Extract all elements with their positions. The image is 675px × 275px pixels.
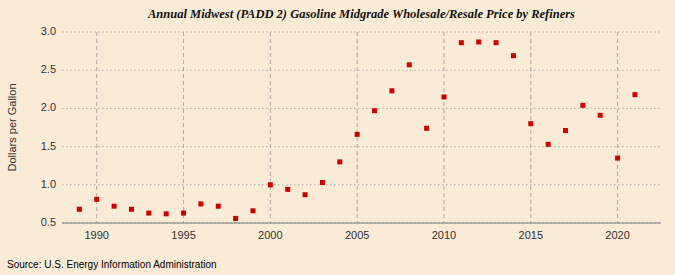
x-tick-label: 2000: [258, 229, 282, 241]
point: [598, 113, 603, 118]
y-tick-label: 0.5: [41, 216, 56, 228]
point: [285, 187, 290, 192]
x-tick-label: 1995: [171, 229, 195, 241]
x-grid-line: [617, 32, 618, 223]
point: [511, 53, 516, 58]
y-grid-line: [62, 223, 661, 224]
point: [407, 62, 412, 67]
point: [632, 92, 637, 97]
x-axis-line: [62, 223, 661, 224]
point: [546, 142, 551, 147]
chart: 0.5 1.0 1.5 2.0 2.5 3.0 1990 1995 2000 2005 2010 20…: [0, 0, 675, 275]
x-grid-line: [270, 32, 271, 223]
y-tick-label: 1.0: [41, 178, 56, 190]
y-tick-label: 2.5: [41, 63, 56, 75]
source-note: Source: U.S. Energy Information Administ…: [7, 259, 217, 270]
point: [233, 216, 238, 221]
point: [129, 207, 134, 212]
point: [441, 94, 446, 99]
x-tick-label: 1990: [84, 229, 108, 241]
point: [164, 211, 169, 216]
y-tick-label: 2.0: [41, 101, 56, 113]
y-grid-line: [62, 184, 661, 185]
point: [268, 182, 273, 187]
point: [320, 180, 325, 185]
x-tick-label: 2015: [519, 229, 543, 241]
x-grid-line: [183, 32, 184, 223]
point: [250, 208, 255, 213]
point: [424, 126, 429, 131]
points: [77, 39, 638, 220]
point: [198, 201, 203, 206]
point: [389, 88, 394, 93]
x-grid-line: [357, 32, 358, 223]
point: [181, 211, 186, 216]
point: [303, 192, 308, 197]
point: [528, 121, 533, 126]
point: [494, 40, 499, 45]
point: [337, 159, 342, 164]
background: [0, 0, 675, 275]
y-tick-label: 3.0: [41, 25, 56, 37]
y-grid-line: [62, 32, 661, 33]
point: [77, 207, 82, 212]
y-grid-line: [62, 146, 661, 147]
y-grid-line: [62, 70, 661, 71]
y-tick-label: 1.5: [41, 140, 56, 152]
x-grid-line: [443, 32, 444, 223]
tick-labels: 0.5 1.0 1.5 2.0 2.5 3.0 1990 1995 2000 2005 2010 20…: [41, 25, 630, 241]
grid: [62, 32, 661, 223]
point: [372, 108, 377, 113]
point: [355, 132, 360, 137]
point: [476, 39, 481, 44]
title: Annual Midwest (PADD 2) Gasoline Midgrad…: [147, 7, 575, 21]
x-tick-label: 2010: [432, 229, 456, 241]
x-grid-line: [96, 32, 97, 223]
y-axis-label: Dollars per Gallon: [6, 83, 18, 171]
point: [459, 40, 464, 45]
x-tick-label: 2005: [345, 229, 369, 241]
point: [94, 197, 99, 202]
point: [112, 204, 117, 209]
x-tick-label: 2020: [605, 229, 629, 241]
point: [580, 103, 585, 108]
point: [216, 204, 221, 209]
x-grid-line: [530, 32, 531, 223]
y-grid-line: [62, 108, 661, 109]
point: [146, 211, 151, 216]
point: [615, 156, 620, 161]
point: [563, 128, 568, 133]
